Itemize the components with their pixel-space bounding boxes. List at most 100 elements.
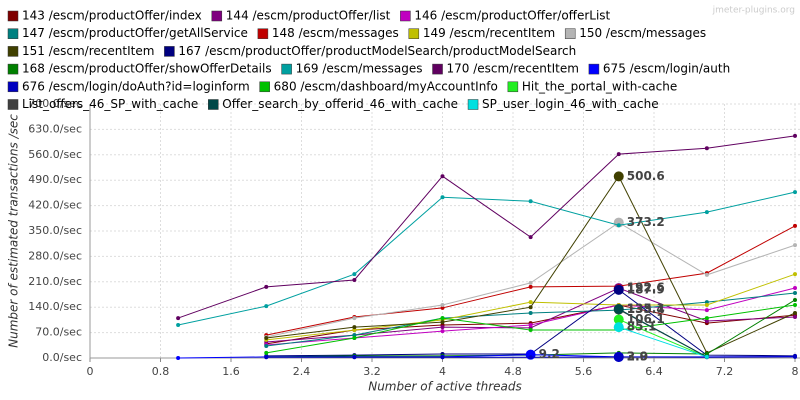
- watermark: jmeter-plugins.org: [712, 6, 795, 16]
- data-label: 187.9: [627, 282, 665, 296]
- data-point: [704, 146, 709, 151]
- data-point: [793, 291, 797, 296]
- data-point: [440, 355, 445, 360]
- legend-label: 151 /escm/recentItem: [22, 44, 154, 58]
- legend-label: 144 /escm/productOffer/list: [226, 9, 391, 23]
- data-point: [352, 316, 357, 321]
- data-point: [176, 356, 181, 360]
- legend-label: SP_user_login_46_with_cache: [482, 97, 659, 111]
- legend-swatch: [7, 81, 19, 93]
- legend-label: 675 /escm/login/auth: [603, 62, 730, 76]
- y-tick-label: 420.0/sec: [28, 199, 82, 212]
- data-point: [704, 318, 709, 323]
- data-point: [264, 336, 269, 341]
- legend-label: Hit_the_portal_with-cache: [522, 79, 677, 93]
- legend-label: 147 /escm/productOffer/getAllService: [22, 26, 248, 40]
- data-point: [793, 303, 797, 308]
- data-point: [793, 272, 797, 277]
- series-line: [618, 308, 708, 358]
- data-point: [793, 314, 797, 319]
- x-tick-label: 0: [87, 365, 94, 378]
- legend-swatch: [281, 63, 292, 75]
- legend-label: 680 /escm/dashboard/myAccountInfo: [274, 79, 498, 93]
- x-axis-label: Number of active threads: [368, 380, 522, 394]
- data-point: [704, 272, 709, 277]
- data-point: [616, 152, 621, 157]
- data-point: [352, 272, 357, 277]
- y-tick-label: 350.0/sec: [28, 224, 82, 237]
- data-point: [528, 284, 533, 289]
- y-tick-label: 630.0/sec: [28, 122, 82, 135]
- legend-label: 148 /escm/messages: [272, 26, 399, 40]
- legend-swatch: [164, 46, 175, 57]
- data-point: [613, 171, 624, 182]
- legend-swatch: [507, 81, 519, 93]
- data-label: 2.9: [627, 349, 648, 363]
- legend-label: 169 /escm/messages: [296, 62, 423, 76]
- data-point: [613, 314, 624, 325]
- data-point: [793, 311, 797, 316]
- data-point: [704, 303, 709, 308]
- data-label: 500.6: [627, 169, 665, 183]
- legend-swatch: [7, 63, 19, 75]
- data-point: [440, 329, 445, 334]
- series-line: [618, 326, 708, 358]
- data-point: [440, 303, 445, 308]
- legend-label: 167 /escm/productOffer/productModelSearc…: [178, 44, 576, 58]
- legend-swatch: [257, 28, 269, 39]
- data-label: 373.2: [627, 215, 665, 229]
- data-point: [352, 325, 357, 330]
- data-point: [528, 199, 533, 204]
- data-point: [793, 243, 797, 248]
- legend-label: 676 /escm/login/doAuth?id=loginform: [22, 79, 250, 93]
- data-point: [528, 311, 533, 316]
- y-tick-label: 560.0/sec: [28, 148, 82, 161]
- x-tick-label: 3.2: [363, 365, 381, 378]
- data-label: 3.0: [627, 349, 648, 363]
- x-tick-label: 5.6: [575, 365, 593, 378]
- legend-label: Offer_search_by_offerid_46_with_cache: [222, 97, 458, 111]
- data-point: [528, 322, 533, 327]
- legend-label: 170 /escm/recentItem: [447, 62, 579, 76]
- data-point: [793, 190, 797, 195]
- y-tick-label: 700.0/sec: [28, 97, 82, 110]
- x-tick-label: 4.8: [504, 365, 522, 378]
- y-tick-label: 280.0/sec: [28, 249, 82, 262]
- data-point: [352, 333, 357, 338]
- y-tick-label: 0.0/sec: [42, 351, 82, 364]
- data-point: [704, 316, 709, 321]
- x-tick-label: 7.2: [716, 365, 734, 378]
- data-point: [440, 320, 445, 325]
- y-tick-label: 210.0/sec: [28, 275, 82, 288]
- data-point: [613, 284, 624, 295]
- y-tick-label: 140.0/sec: [28, 300, 82, 313]
- data-point: [176, 316, 181, 321]
- data-point: [613, 351, 624, 362]
- data-label: 192.6: [627, 281, 665, 295]
- data-point: [704, 308, 709, 313]
- legend-label: 150 /escm/messages: [579, 26, 706, 40]
- y-tick-label: 70.0/sec: [35, 326, 82, 339]
- x-tick-label: 2.4: [293, 365, 311, 378]
- data-point: [440, 316, 445, 321]
- legend-label: 168 /escm/productOffer/showOfferDetails: [22, 62, 272, 76]
- data-label: 9.2: [539, 347, 560, 361]
- data-point: [793, 223, 797, 228]
- legend-label: 143 /escm/productOffer/index: [22, 9, 202, 23]
- data-point: [613, 322, 624, 333]
- data-point: [264, 284, 269, 289]
- data-point: [440, 325, 445, 330]
- data-label: 135.1: [627, 301, 665, 315]
- legend-swatch: [432, 63, 443, 75]
- x-tick-label: 0.8: [152, 365, 170, 378]
- data-point: [176, 322, 181, 327]
- data-point: [528, 280, 533, 285]
- legend-swatch: [467, 99, 479, 110]
- legend-label: 146 /escm/productOffer/offerList: [414, 9, 610, 23]
- data-point: [528, 355, 533, 360]
- legend-swatch: [7, 28, 19, 39]
- legend-swatch: [208, 99, 219, 110]
- data-point: [440, 195, 445, 200]
- data-point: [528, 305, 533, 310]
